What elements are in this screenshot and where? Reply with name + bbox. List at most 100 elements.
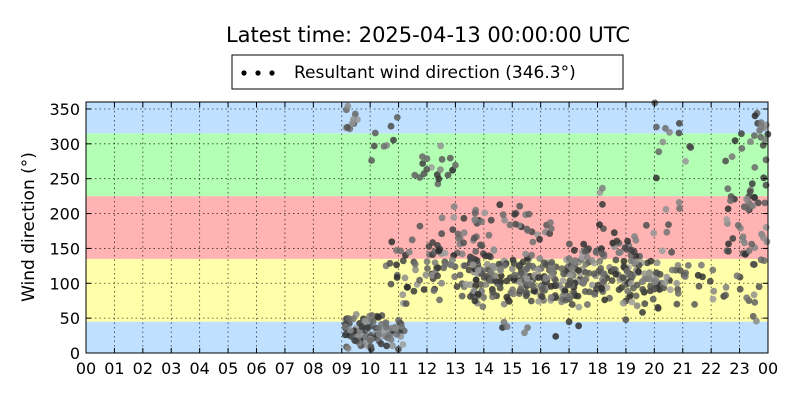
data-point (371, 129, 379, 137)
data-point (658, 247, 666, 255)
data-point (722, 157, 729, 165)
data-point (584, 301, 591, 308)
data-point (522, 250, 529, 258)
data-point (560, 270, 567, 278)
data-point (358, 323, 366, 331)
data-point (387, 336, 395, 343)
data-point (519, 258, 527, 266)
data-point (566, 292, 573, 300)
data-point (485, 231, 493, 239)
data-point (661, 279, 669, 287)
y-tick-label: 300 (49, 135, 80, 154)
data-point (559, 277, 567, 284)
data-point (361, 317, 369, 325)
data-point (588, 257, 596, 264)
data-point (754, 199, 762, 207)
data-point (727, 197, 734, 205)
data-point (620, 257, 628, 265)
data-point (676, 267, 684, 274)
data-point (630, 248, 638, 256)
data-point (581, 248, 589, 255)
data-point (441, 249, 449, 257)
data-point (722, 283, 730, 291)
data-point (635, 268, 642, 275)
data-point (641, 300, 649, 308)
data-point (346, 327, 354, 334)
x-tick-label: 16 (530, 359, 550, 378)
x-tick-label: 14 (474, 359, 494, 378)
data-point (438, 230, 446, 238)
data-point (596, 221, 603, 229)
data-point (653, 174, 660, 182)
data-point (682, 158, 689, 165)
data-point (731, 137, 739, 145)
data-point (738, 145, 746, 152)
data-point (757, 256, 765, 264)
data-point (548, 272, 555, 279)
data-point (482, 280, 490, 288)
data-point (743, 195, 750, 203)
data-point (743, 294, 751, 302)
data-point (383, 342, 390, 350)
data-point (364, 324, 371, 331)
data-point (471, 297, 479, 305)
data-point (753, 317, 760, 325)
data-point (342, 323, 349, 330)
x-tick-label: 21 (673, 359, 693, 378)
data-point (460, 229, 468, 237)
data-point (401, 274, 409, 282)
y-tick-label: 250 (49, 170, 80, 189)
data-point (621, 244, 629, 252)
data-point (654, 304, 662, 311)
x-tick-label: 20 (644, 359, 664, 378)
data-point (598, 284, 606, 292)
data-point (751, 164, 759, 171)
data-point (591, 270, 598, 278)
data-point (434, 242, 441, 249)
data-point (450, 214, 458, 221)
data-point (424, 265, 431, 272)
data-point (597, 265, 605, 272)
data-point (524, 324, 531, 331)
data-point (538, 285, 546, 293)
data-point (682, 269, 689, 277)
data-point (565, 318, 573, 326)
data-point (512, 220, 519, 228)
data-point (575, 267, 582, 274)
data-point (706, 277, 714, 285)
data-point (729, 235, 737, 242)
data-point (344, 102, 352, 110)
data-point (527, 297, 535, 305)
data-point (686, 143, 694, 150)
data-point (472, 276, 480, 284)
data-point (694, 271, 702, 279)
data-point (416, 276, 423, 284)
data-point (547, 219, 554, 227)
data-point (733, 272, 741, 280)
data-point (760, 234, 767, 242)
data-point (489, 262, 497, 270)
data-point (639, 309, 646, 316)
data-point (619, 274, 626, 282)
data-point (674, 290, 682, 297)
data-point (548, 266, 556, 274)
data-point (350, 116, 357, 123)
data-point (438, 156, 446, 163)
data-point (478, 242, 486, 250)
data-point (547, 294, 555, 301)
data-point (452, 161, 459, 169)
x-tick-label: 07 (275, 359, 295, 378)
data-point (647, 257, 655, 265)
data-point (762, 224, 770, 231)
data-point (399, 291, 407, 299)
data-point (649, 295, 657, 303)
data-point (536, 255, 544, 262)
data-point (529, 262, 536, 270)
data-point (619, 299, 627, 307)
data-point (750, 291, 758, 299)
x-tick-label: 12 (417, 359, 437, 378)
data-point (653, 269, 660, 276)
data-point (403, 283, 411, 291)
data-point (725, 240, 732, 248)
x-axis-ticks: 00 01 02 03 04 05 06 07 08 09 10 11 12 13 14 15 16 17 18 19… (76, 102, 778, 378)
